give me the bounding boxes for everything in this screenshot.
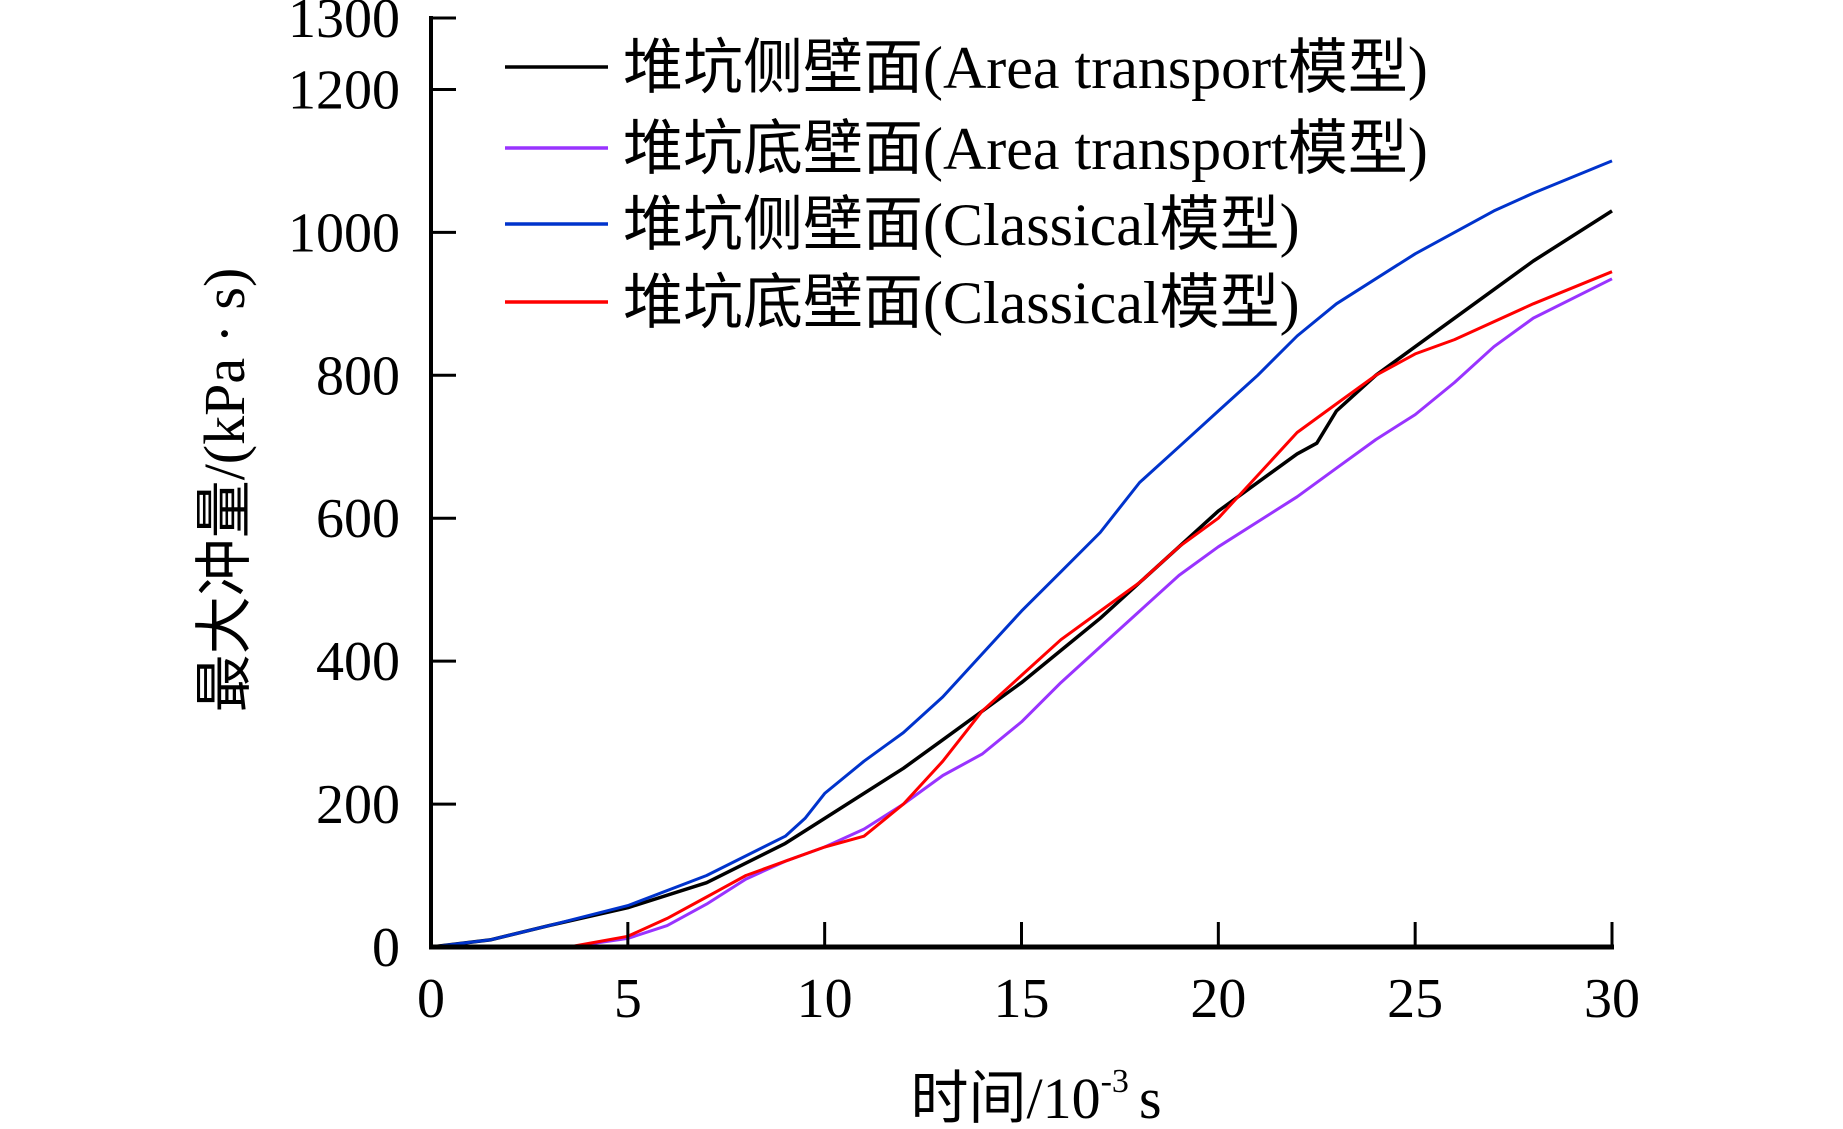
legend: 堆坑侧壁面(Area transport模型) 堆坑底壁面(Area transp… xyxy=(505,35,1428,336)
x-tick-label: 5 xyxy=(614,968,642,1030)
y-tick-label: 0 xyxy=(372,917,400,979)
x-tick-label: 25 xyxy=(1387,968,1443,1030)
legend-label: 堆坑底壁面(Classical模型) xyxy=(623,270,1300,336)
ticks-layer: 0 5 10 15 20 25 30 0 200 400 600 800 1000 1200 1300 xyxy=(288,0,1640,1030)
x-axis-label: 时间/10-3 s xyxy=(910,1063,1161,1129)
y-tick-label: 1300 xyxy=(288,0,400,50)
x-tick-label: 10 xyxy=(797,968,853,1030)
x-tick-label: 15 xyxy=(994,968,1050,1030)
series-line-2 xyxy=(430,159,1613,949)
y-tick-label: 400 xyxy=(316,631,400,693)
y-axis-label: 最大冲量/(kPa · s) xyxy=(192,268,257,713)
series-line-0 xyxy=(430,209,1613,949)
legend-item: 堆坑侧壁面(Classical模型) xyxy=(505,192,1300,258)
series-layer xyxy=(430,159,1613,949)
series-line-3 xyxy=(568,270,1613,949)
y-tick-label: 1200 xyxy=(288,59,400,121)
legend-label: 堆坑侧壁面(Classical模型) xyxy=(623,192,1300,258)
legend-label: 堆坑底壁面(Area transport模型) xyxy=(623,116,1428,182)
x-tick-label: 0 xyxy=(417,968,445,1030)
y-tick-label: 600 xyxy=(316,488,400,550)
y-tick-label: 200 xyxy=(316,774,400,836)
y-tick-label: 1000 xyxy=(288,202,400,264)
x-tick-label: 20 xyxy=(1190,968,1246,1030)
x-tick-label: 30 xyxy=(1584,968,1640,1030)
legend-item: 堆坑底壁面(Area transport模型) xyxy=(505,116,1428,182)
y-tick-label: 800 xyxy=(316,345,400,407)
legend-label: 堆坑侧壁面(Area transport模型) xyxy=(623,35,1428,101)
series-line-1 xyxy=(568,277,1613,949)
legend-item: 堆坑侧壁面(Area transport模型) xyxy=(505,35,1428,101)
legend-item: 堆坑底壁面(Classical模型) xyxy=(505,270,1300,336)
